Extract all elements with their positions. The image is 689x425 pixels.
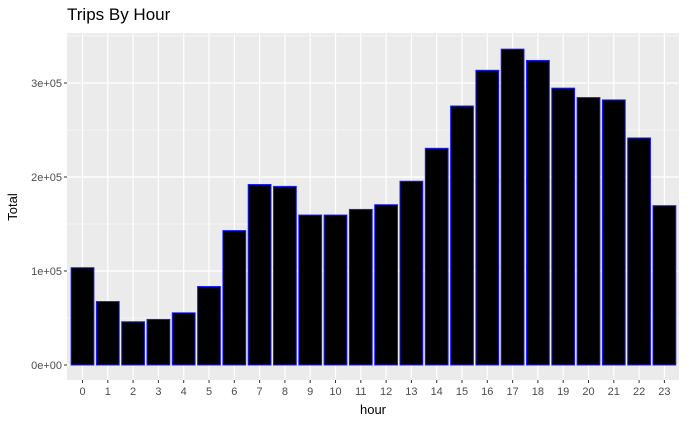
x-tick-label: 19 xyxy=(557,386,569,398)
bar-hour-4 xyxy=(171,312,196,366)
x-tick-label: 13 xyxy=(405,386,417,398)
bar-hour-18 xyxy=(526,59,550,366)
x-tick-label: 15 xyxy=(456,386,468,398)
x-tick-label: 2 xyxy=(130,386,136,398)
x-tick-label: 8 xyxy=(282,386,288,398)
bar-hour-2 xyxy=(121,321,145,366)
bar-hour-9 xyxy=(298,214,323,366)
x-tick-label: 12 xyxy=(380,386,392,398)
bar-hour-19 xyxy=(551,87,576,366)
x-tick-label: 1 xyxy=(105,386,111,398)
bar-hour-0 xyxy=(70,267,95,366)
bar-hour-3 xyxy=(146,318,171,366)
x-tick-label: 10 xyxy=(329,386,341,398)
bar-hour-13 xyxy=(399,180,424,366)
x-tick-label: 9 xyxy=(307,386,313,398)
y-tick-label: 0e+00 xyxy=(31,360,62,372)
x-tick-label: 17 xyxy=(506,386,518,398)
x-tick-label: 18 xyxy=(532,386,544,398)
x-tick-label: 3 xyxy=(155,386,161,398)
x-tick-label: 0 xyxy=(79,386,85,398)
bar-hour-6 xyxy=(222,230,247,366)
x-tick-label: 7 xyxy=(257,386,263,398)
x-tick-label: 16 xyxy=(481,386,493,398)
bar-hour-12 xyxy=(374,204,398,366)
bar-hour-14 xyxy=(424,147,449,366)
y-axis-ticks: 0e+00 1e+05 2e+05 3e+05 xyxy=(31,78,67,372)
bar-hour-8 xyxy=(273,185,297,366)
bar-hour-21 xyxy=(601,99,626,366)
y-tick-label: 3e+05 xyxy=(31,78,62,90)
x-tick-label: 6 xyxy=(231,386,237,398)
bar-hour-20 xyxy=(576,97,601,366)
bar-hour-7 xyxy=(247,184,272,366)
x-tick-label: 11 xyxy=(355,386,366,398)
chart-title: Trips By Hour xyxy=(67,5,171,24)
x-axis-title: hour xyxy=(360,402,387,417)
bar-hour-23 xyxy=(652,205,677,366)
x-tick-label: 20 xyxy=(582,386,594,398)
bar-hour-15 xyxy=(450,105,474,366)
y-tick-label: 2e+05 xyxy=(31,172,62,184)
x-tick-label: 5 xyxy=(206,386,212,398)
bar-hour-5 xyxy=(197,286,221,366)
bars xyxy=(70,48,677,366)
y-axis-title: Total xyxy=(5,193,20,221)
x-tick-label: 14 xyxy=(431,386,443,398)
bar-hour-1 xyxy=(95,301,120,366)
x-tick-label: 23 xyxy=(658,386,670,398)
bar-hour-11 xyxy=(348,208,373,366)
x-axis-ticks: 0 1 2 3 4 5 6 7 8 9 10 11 12 13 14 15 16 17 18 19 20 21 22 23 xyxy=(79,380,671,398)
x-tick-label: 22 xyxy=(633,386,645,398)
bar-hour-16 xyxy=(475,69,500,366)
bar-hour-10 xyxy=(323,214,348,366)
bar-hour-17 xyxy=(500,48,525,366)
x-tick-label: 4 xyxy=(181,386,187,398)
x-tick-label: 21 xyxy=(608,386,620,398)
bar-hour-22 xyxy=(627,137,651,366)
y-tick-label: 1e+05 xyxy=(31,266,62,278)
